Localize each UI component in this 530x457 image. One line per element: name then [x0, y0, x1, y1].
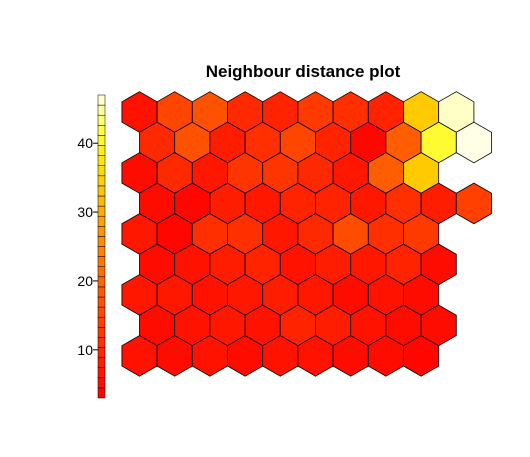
chart-title: Neighbour distance plot [206, 62, 401, 81]
legend-swatch [97, 104, 106, 116]
legend-swatch [97, 155, 106, 166]
hex-cell [455, 121, 492, 164]
legend-swatch [97, 276, 106, 288]
legend-swatch [97, 316, 106, 328]
legend-swatch [97, 246, 106, 257]
legend-swatch [97, 286, 106, 298]
legend-swatch [97, 114, 106, 126]
legend-swatch [97, 125, 106, 136]
legend-swatch [97, 367, 106, 379]
legend-swatch [97, 175, 106, 187]
color-scale-ticks: 10 20 30 40 [77, 135, 98, 358]
hex-cell [455, 182, 492, 225]
legend-swatch [97, 165, 106, 177]
legend-swatch [97, 387, 106, 399]
legend-swatch [97, 266, 106, 278]
hex-cell [403, 335, 440, 377]
color-scale-legend [97, 94, 106, 399]
legend-swatch [97, 337, 106, 348]
legend-swatch [97, 226, 106, 237]
legend-swatch [97, 215, 106, 227]
legend-tick-label: 30 [77, 204, 93, 220]
legend-tick-label: 10 [77, 342, 93, 358]
legend-swatch [97, 357, 106, 368]
legend-swatch [97, 236, 106, 247]
hex-grid [121, 91, 492, 377]
legend-swatch [97, 296, 106, 308]
legend-tick-label: 20 [77, 273, 93, 289]
legend-swatch [97, 377, 106, 389]
legend-swatch [97, 145, 106, 156]
legend-swatch [97, 205, 106, 217]
legend-tick-label: 40 [77, 135, 93, 151]
legend-swatch [97, 256, 106, 267]
legend-swatch [97, 94, 106, 106]
legend-swatch [97, 306, 106, 318]
legend-swatch [97, 135, 106, 146]
legend-swatch [97, 195, 106, 207]
legend-swatch [97, 327, 106, 338]
legend-swatch [97, 185, 106, 197]
legend-swatch [97, 347, 106, 358]
